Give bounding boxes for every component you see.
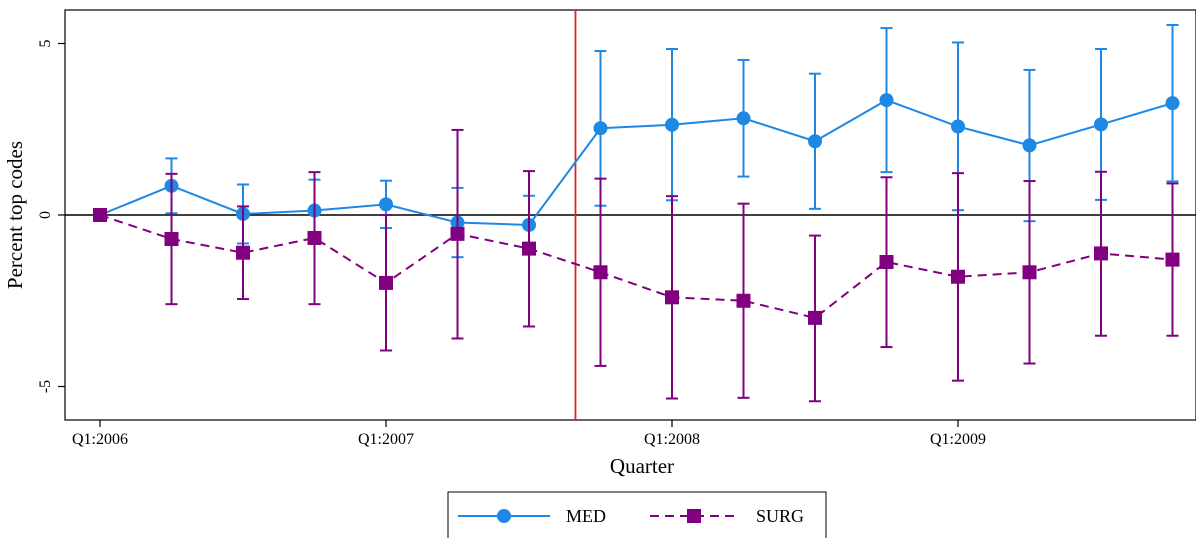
legend-label: MED <box>566 506 606 526</box>
data-point <box>665 290 679 305</box>
series-med <box>93 23 1180 259</box>
x-axis-title: Quarter <box>610 454 674 478</box>
data-point <box>736 293 751 308</box>
data-point <box>307 230 322 245</box>
x-tick-label: Q1:2008 <box>644 431 700 448</box>
data-point <box>879 254 894 269</box>
data-point <box>665 117 679 132</box>
data-point <box>1165 96 1180 111</box>
series-line <box>99 214 1173 319</box>
series-line <box>99 98 1173 226</box>
reference-lines-layer <box>65 10 1196 420</box>
x-tick-label: Q1:2006 <box>72 431 128 448</box>
y-tick-label: -5 <box>37 380 54 393</box>
data-point <box>93 208 107 222</box>
legend-item-med: MED <box>458 506 606 526</box>
series-surg <box>93 128 1180 403</box>
x-tick-label: Q1:2007 <box>358 431 414 448</box>
data-point <box>951 269 965 284</box>
legend-label: SURG <box>756 506 804 526</box>
data-point <box>808 134 822 149</box>
data-point <box>1094 246 1108 261</box>
legend-swatch-marker <box>687 509 701 523</box>
data-point <box>379 197 393 212</box>
data-point <box>450 226 465 241</box>
data-point <box>1165 252 1180 267</box>
data-point <box>879 93 894 108</box>
data-point <box>522 241 536 256</box>
data-point <box>1094 117 1108 132</box>
legend-item-surg: SURG <box>650 506 804 526</box>
data-point <box>379 275 393 290</box>
y-tick-label: 5 <box>37 40 54 48</box>
y-tick-label: 0 <box>37 211 54 219</box>
legend-swatch-marker <box>497 509 511 523</box>
data-point <box>951 119 965 134</box>
data-point <box>164 232 179 247</box>
data-point <box>808 310 822 325</box>
data-point <box>736 111 751 126</box>
x-tick-label: Q1:2009 <box>930 431 986 448</box>
data-point <box>1022 138 1037 153</box>
y-axis-title: Percent top codes <box>3 141 27 289</box>
data-point <box>593 121 608 136</box>
data-point <box>1022 265 1037 280</box>
data-point <box>236 245 250 260</box>
series-layer <box>93 23 1180 403</box>
axes-layer: Q1:2006 Q1:2007 Q1:2008 Q1:2009 -5 0 5 <box>37 40 986 449</box>
legend: MED SURG <box>447 491 827 538</box>
data-point <box>593 265 608 280</box>
